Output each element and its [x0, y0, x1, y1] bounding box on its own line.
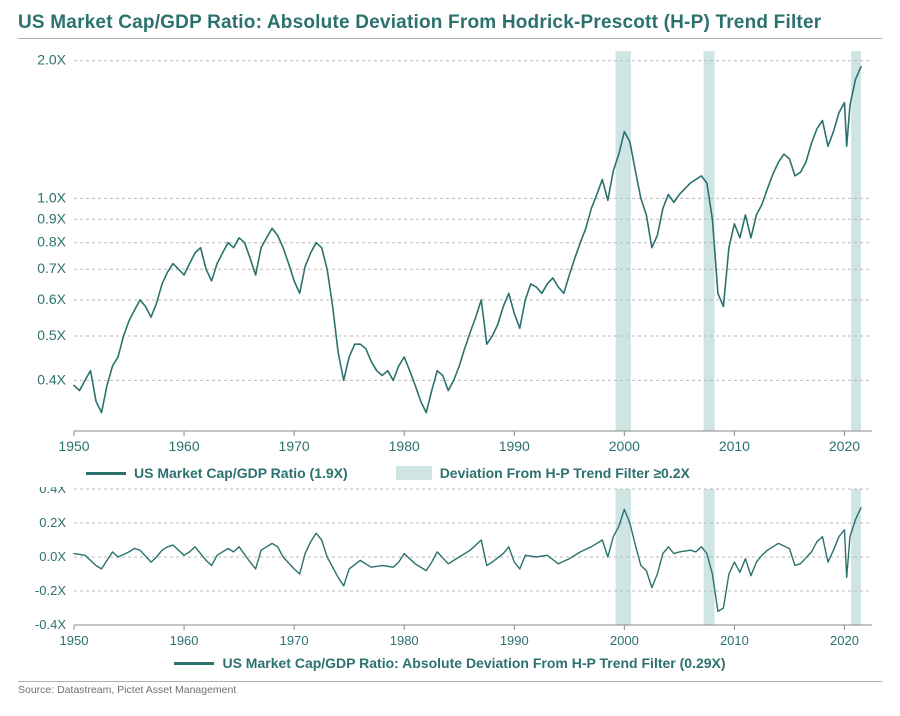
top-legend-band-item: Deviation From H-P Trend Filter ≥0.2X [396, 465, 690, 481]
chart-title: US Market Cap/GDP Ratio: Absolute Deviat… [18, 12, 882, 34]
bottom-chart: -0.4X -0.2X 0.0X 0.2X 0.4X 1950 1960 1970 1980 19… [18, 487, 882, 651]
svg-text:0.2X: 0.2X [39, 515, 66, 530]
source-line: Source: Datastream, Pictet Asset Managem… [18, 684, 882, 696]
top-chart: 0.4X 0.5X 0.6X 0.7X 0.8X 0.9X 1.0X 2.0X 1950 1960… [18, 47, 882, 461]
svg-text:1950: 1950 [58, 438, 89, 454]
svg-text:1.0X: 1.0X [37, 189, 66, 205]
svg-text:1980: 1980 [390, 633, 419, 648]
bottom-legend-line-item: US Market Cap/GDP Ratio: Absolute Deviat… [174, 655, 725, 671]
svg-text:2010: 2010 [720, 633, 749, 648]
top-legend-line-label: US Market Cap/GDP Ratio (1.9X) [134, 465, 348, 481]
svg-text:2000: 2000 [609, 438, 640, 454]
svg-text:-0.2X: -0.2X [35, 583, 66, 598]
svg-text:0.7X: 0.7X [37, 260, 66, 276]
svg-text:0.4X: 0.4X [37, 371, 66, 387]
svg-text:2020: 2020 [829, 438, 860, 454]
svg-text:1990: 1990 [500, 633, 529, 648]
svg-text:1970: 1970 [279, 438, 310, 454]
legend-line-swatch [174, 662, 214, 665]
title-rule [18, 38, 882, 39]
svg-text:0.5X: 0.5X [37, 327, 66, 343]
source-rule [18, 681, 882, 682]
svg-text:1980: 1980 [389, 438, 420, 454]
bottom-chart-svg: -0.4X -0.2X 0.0X 0.2X 0.4X 1950 1960 1970 1980 19… [18, 487, 882, 651]
svg-text:0.6X: 0.6X [37, 291, 66, 307]
svg-text:1960: 1960 [170, 633, 199, 648]
figure-page: US Market Cap/GDP Ratio: Absolute Deviat… [0, 0, 900, 716]
svg-text:2.0X: 2.0X [37, 52, 66, 68]
top-chart-svg: 0.4X 0.5X 0.6X 0.7X 0.8X 0.9X 1.0X 2.0X 1950 1960… [18, 47, 882, 461]
svg-text:0.0X: 0.0X [39, 549, 66, 564]
svg-text:1950: 1950 [60, 633, 89, 648]
svg-text:2000: 2000 [610, 633, 639, 648]
svg-text:2010: 2010 [719, 438, 750, 454]
legend-band-swatch [396, 466, 432, 480]
bottom-legend: US Market Cap/GDP Ratio: Absolute Deviat… [18, 651, 882, 675]
legend-line-swatch [86, 472, 126, 475]
svg-text:-0.4X: -0.4X [35, 617, 66, 632]
svg-text:1970: 1970 [280, 633, 309, 648]
svg-text:0.4X: 0.4X [39, 487, 66, 496]
top-legend-line-item: US Market Cap/GDP Ratio (1.9X) [86, 465, 348, 481]
svg-text:0.9X: 0.9X [37, 210, 66, 226]
top-legend-band-label: Deviation From H-P Trend Filter ≥0.2X [440, 465, 690, 481]
svg-text:2020: 2020 [830, 633, 859, 648]
svg-text:0.8X: 0.8X [37, 234, 66, 250]
bottom-legend-line-label: US Market Cap/GDP Ratio: Absolute Deviat… [222, 655, 725, 671]
svg-text:1960: 1960 [168, 438, 199, 454]
svg-text:1990: 1990 [499, 438, 530, 454]
top-legend: US Market Cap/GDP Ratio (1.9X) Deviation… [18, 461, 882, 485]
